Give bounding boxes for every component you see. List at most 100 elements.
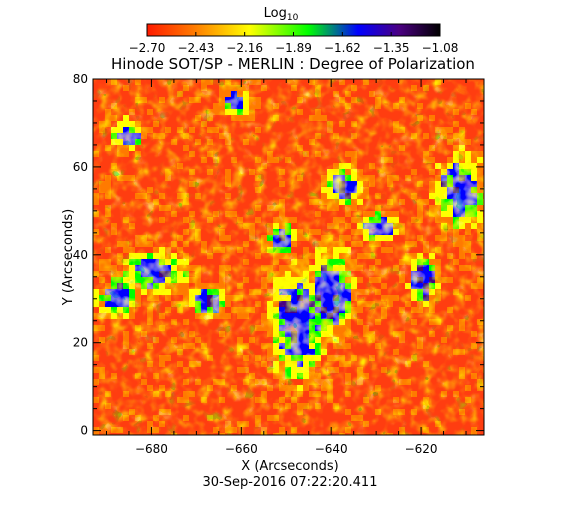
map-cell bbox=[315, 211, 321, 217]
map-cell bbox=[423, 397, 429, 403]
map-cell bbox=[321, 247, 327, 253]
map-cell bbox=[315, 391, 321, 397]
map-cell bbox=[285, 343, 291, 349]
map-cell bbox=[435, 247, 441, 253]
map-cell bbox=[201, 343, 207, 349]
map-cell bbox=[417, 181, 423, 187]
map-cell bbox=[423, 295, 429, 301]
map-cell bbox=[351, 289, 357, 295]
map-cell bbox=[273, 283, 279, 289]
map-cell bbox=[315, 355, 321, 361]
map-cell bbox=[477, 211, 483, 217]
map-cell bbox=[441, 391, 447, 397]
map-cell bbox=[111, 229, 117, 235]
map-cell bbox=[273, 277, 279, 283]
map-cell bbox=[345, 205, 351, 211]
map-cell bbox=[423, 289, 429, 295]
map-cell bbox=[453, 289, 459, 295]
map-cell bbox=[369, 277, 375, 283]
map-cell bbox=[291, 229, 297, 235]
map-cell bbox=[351, 157, 357, 163]
map-cell bbox=[135, 193, 141, 199]
map-cell bbox=[225, 313, 231, 319]
map-cell bbox=[267, 385, 273, 391]
map-cell bbox=[129, 283, 135, 289]
map-cell bbox=[273, 313, 279, 319]
map-cell bbox=[339, 247, 345, 253]
map-cell bbox=[249, 373, 255, 379]
map-cell bbox=[273, 259, 279, 265]
map-cell bbox=[117, 277, 123, 283]
map-cell bbox=[165, 265, 171, 271]
map-cell bbox=[93, 397, 99, 403]
map-cell bbox=[237, 217, 243, 223]
map-cell bbox=[123, 115, 129, 121]
map-cell bbox=[441, 169, 447, 175]
map-cell bbox=[435, 295, 441, 301]
map-cell bbox=[129, 259, 135, 265]
map-cell bbox=[93, 229, 99, 235]
y-tick-label: 20 bbox=[73, 336, 88, 350]
map-cell bbox=[273, 355, 279, 361]
map-cell bbox=[285, 355, 291, 361]
map-cell bbox=[327, 307, 333, 313]
map-cell bbox=[225, 211, 231, 217]
map-cell bbox=[129, 313, 135, 319]
map-cell bbox=[267, 331, 273, 337]
map-cell bbox=[147, 271, 153, 277]
map-cell bbox=[225, 175, 231, 181]
map-cell bbox=[249, 103, 255, 109]
map-cell bbox=[285, 277, 291, 283]
map-cell bbox=[129, 265, 135, 271]
map-cell bbox=[393, 127, 399, 133]
map-cell bbox=[357, 181, 363, 187]
map-cell bbox=[141, 241, 147, 247]
map-cell bbox=[165, 271, 171, 277]
map-cell bbox=[459, 205, 465, 211]
map-cell bbox=[159, 385, 165, 391]
map-cell bbox=[447, 169, 453, 175]
map-cell bbox=[207, 313, 213, 319]
map-cell bbox=[303, 301, 309, 307]
map-cell bbox=[291, 373, 297, 379]
map-cell bbox=[231, 295, 237, 301]
map-cell bbox=[363, 331, 369, 337]
map-cell bbox=[99, 277, 105, 283]
map-cell bbox=[465, 103, 471, 109]
map-cell bbox=[207, 295, 213, 301]
map-cell bbox=[147, 109, 153, 115]
map-cell bbox=[357, 199, 363, 205]
map-cell bbox=[345, 373, 351, 379]
map-cell bbox=[177, 307, 183, 313]
map-cell bbox=[225, 181, 231, 187]
map-cell bbox=[333, 337, 339, 343]
map-cell bbox=[333, 253, 339, 259]
map-cell bbox=[147, 283, 153, 289]
map-cell bbox=[123, 391, 129, 397]
map-cell bbox=[273, 223, 279, 229]
map-cell bbox=[471, 223, 477, 229]
map-cell bbox=[219, 301, 225, 307]
map-cell bbox=[273, 325, 279, 331]
map-cell bbox=[465, 265, 471, 271]
map-cell bbox=[237, 247, 243, 253]
map-cell bbox=[177, 259, 183, 265]
map-cell bbox=[129, 121, 135, 127]
map-cell bbox=[129, 175, 135, 181]
map-cell bbox=[381, 235, 387, 241]
map-cell bbox=[423, 301, 429, 307]
map-cell bbox=[93, 193, 99, 199]
map-cell bbox=[135, 283, 141, 289]
map-cell bbox=[297, 361, 303, 367]
map-cell bbox=[393, 217, 399, 223]
map-cell bbox=[393, 295, 399, 301]
map-cell bbox=[309, 325, 315, 331]
map-cell bbox=[387, 157, 393, 163]
map-cell bbox=[399, 271, 405, 277]
map-cell bbox=[465, 199, 471, 205]
map-cell bbox=[363, 211, 369, 217]
map-cell bbox=[243, 421, 249, 427]
map-cell bbox=[441, 235, 447, 241]
map-cell bbox=[267, 229, 273, 235]
map-cell bbox=[129, 109, 135, 115]
